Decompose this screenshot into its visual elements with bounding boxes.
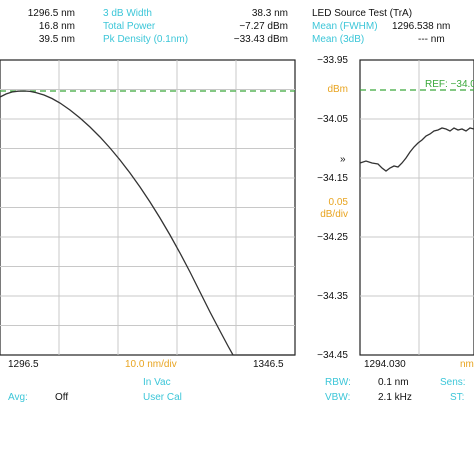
avg-label: Avg: bbox=[8, 392, 28, 403]
label-total-power: Total Power bbox=[103, 21, 156, 32]
sens-label: Sens: bbox=[440, 377, 466, 388]
rbw-label: RBW: bbox=[325, 377, 351, 388]
center-wavelength-value: 1296.5 nm bbox=[27, 8, 75, 19]
mean-fwhm-value: 1296.538 nm bbox=[392, 21, 451, 32]
calibration-label: User Cal bbox=[143, 392, 182, 403]
vacuum-mode-label: In Vac bbox=[143, 377, 171, 388]
test-title: LED Source Test (TrA) bbox=[312, 8, 413, 19]
width-3db-value: 38.3 nm bbox=[251, 8, 288, 19]
right-plot-frame bbox=[359, 59, 474, 356]
scale-value: 0.05 bbox=[328, 197, 348, 208]
st-label: ST: bbox=[450, 392, 465, 403]
y-tick-label: −34.45 bbox=[317, 350, 348, 361]
y-tick-label: −34.15 bbox=[317, 173, 348, 184]
right-trace bbox=[359, 127, 474, 172]
left-x-end: 1346.5 bbox=[253, 359, 284, 370]
label-pk-density: Pk Density (0.1nm) bbox=[103, 34, 189, 45]
label-mean-3db: Mean (3dB) bbox=[312, 34, 365, 45]
reference-marker: » bbox=[340, 154, 346, 165]
label-3db-width: 3 dB Width bbox=[103, 8, 152, 19]
left-x-start: 1296.5 bbox=[8, 359, 39, 370]
y-unit-label: dBm bbox=[327, 84, 348, 95]
avg-value: Off bbox=[55, 392, 69, 403]
y-tick-label: −34.05 bbox=[317, 114, 348, 125]
pk-density-value: −33.43 dBm bbox=[233, 34, 288, 45]
resolution-value: 39.5 nm bbox=[38, 34, 75, 45]
x-scale-label: 10.0 nm/div bbox=[125, 359, 177, 370]
right-x-start: 1294.030 bbox=[364, 359, 406, 370]
right-plot-grid bbox=[360, 60, 474, 355]
right-x-unit: nm bbox=[460, 359, 474, 370]
y-tick-label: −33.95 bbox=[317, 55, 348, 66]
rbw-value: 0.1 nm bbox=[378, 377, 409, 388]
scale-unit: dB/div bbox=[320, 209, 348, 220]
y-tick-label: −34.35 bbox=[317, 291, 348, 302]
y-tick-label: −34.25 bbox=[317, 232, 348, 243]
vbw-value: 2.1 kHz bbox=[378, 392, 412, 403]
reference-label: REF: −34.0 bbox=[425, 79, 474, 90]
mean-3db-value: --- nm bbox=[418, 34, 445, 45]
span-value: 16.8 nm bbox=[38, 21, 75, 32]
total-power-value: −7.27 dBm bbox=[239, 21, 288, 32]
left-plot-grid bbox=[0, 60, 295, 355]
left-spectrum-trace bbox=[0, 90, 295, 356]
label-mean-fwhm: Mean (FWHM) bbox=[312, 21, 378, 32]
vbw-label: VBW: bbox=[325, 392, 351, 403]
